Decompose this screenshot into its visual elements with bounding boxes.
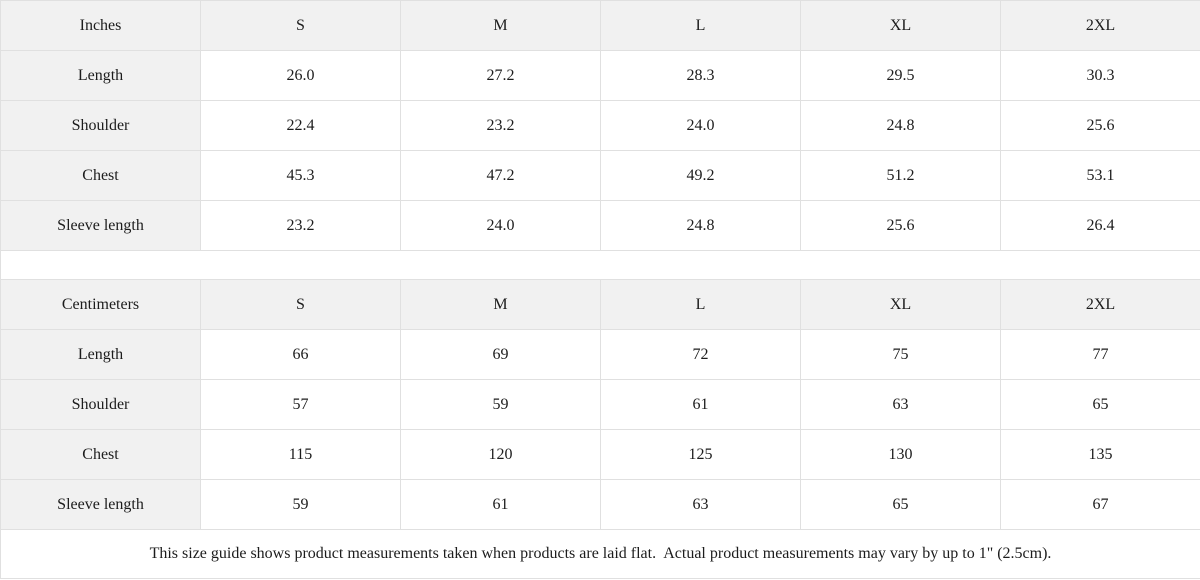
- table-row-cm-sleeve: Sleeve length 59 61 63 65 67: [0, 479, 1200, 530]
- value-cell: 53.1: [1000, 150, 1200, 201]
- value-cell: 63: [600, 479, 801, 530]
- row-label-cell: Chest: [0, 150, 201, 201]
- unit-header-centimeters: Centimeters: [0, 279, 201, 330]
- value-cell: 29.5: [800, 50, 1001, 101]
- value-cell: 23.2: [400, 100, 601, 151]
- value-cell: 22.4: [200, 100, 401, 151]
- size-header-s: S: [200, 0, 401, 51]
- table-row-inches-length: Length 26.0 27.2 28.3 29.5 30.3: [0, 50, 1200, 101]
- row-label-cell: Chest: [0, 429, 201, 480]
- table-row-cm-chest: Chest 115 120 125 130 135: [0, 429, 1200, 480]
- value-cell: 65: [800, 479, 1001, 530]
- inches-header-row: Inches S M L XL 2XL: [0, 0, 1200, 51]
- value-cell: 25.6: [800, 200, 1001, 251]
- value-cell: 23.2: [200, 200, 401, 251]
- centimeters-header-row: Centimeters S M L XL 2XL: [0, 279, 1200, 330]
- size-header-m: M: [400, 279, 601, 330]
- value-cell: 72: [600, 329, 801, 380]
- value-cell: 63: [800, 379, 1001, 430]
- size-header-2xl: 2XL: [1000, 0, 1200, 51]
- value-cell: 24.8: [800, 100, 1001, 151]
- row-label-cell: Shoulder: [0, 100, 201, 151]
- row-label-cell: Length: [0, 50, 201, 101]
- footer-note: This size guide shows product measuremen…: [0, 529, 1200, 579]
- value-cell: 120: [400, 429, 601, 480]
- spacer-row: [0, 250, 1200, 280]
- footer-row: This size guide shows product measuremen…: [0, 529, 1200, 579]
- unit-header-inches: Inches: [0, 0, 201, 51]
- row-label-cell: Length: [0, 329, 201, 380]
- row-label-cell: Shoulder: [0, 379, 201, 430]
- value-cell: 47.2: [400, 150, 601, 201]
- value-cell: 59: [400, 379, 601, 430]
- value-cell: 26.4: [1000, 200, 1200, 251]
- table-row-inches-sleeve: Sleeve length 23.2 24.0 24.8 25.6 26.4: [0, 200, 1200, 251]
- value-cell: 57: [200, 379, 401, 430]
- value-cell: 67: [1000, 479, 1200, 530]
- size-header-xl: XL: [800, 279, 1001, 330]
- value-cell: 115: [200, 429, 401, 480]
- value-cell: 59: [200, 479, 401, 530]
- value-cell: 66: [200, 329, 401, 380]
- value-cell: 61: [600, 379, 801, 430]
- value-cell: 45.3: [200, 150, 401, 201]
- value-cell: 65: [1000, 379, 1200, 430]
- value-cell: 24.0: [600, 100, 801, 151]
- value-cell: 27.2: [400, 50, 601, 101]
- value-cell: 49.2: [600, 150, 801, 201]
- value-cell: 125: [600, 429, 801, 480]
- value-cell: 25.6: [1000, 100, 1200, 151]
- size-header-2xl: 2XL: [1000, 279, 1200, 330]
- value-cell: 75: [800, 329, 1001, 380]
- value-cell: 69: [400, 329, 601, 380]
- value-cell: 51.2: [800, 150, 1001, 201]
- table-row-cm-length: Length 66 69 72 75 77: [0, 329, 1200, 380]
- value-cell: 30.3: [1000, 50, 1200, 101]
- value-cell: 135: [1000, 429, 1200, 480]
- spacer-cell: [0, 250, 1200, 280]
- table-row-cm-shoulder: Shoulder 57 59 61 63 65: [0, 379, 1200, 430]
- size-header-l: L: [600, 0, 801, 51]
- table-row-inches-shoulder: Shoulder 22.4 23.2 24.0 24.8 25.6: [0, 100, 1200, 151]
- value-cell: 77: [1000, 329, 1200, 380]
- size-header-m: M: [400, 0, 601, 51]
- value-cell: 28.3: [600, 50, 801, 101]
- value-cell: 24.0: [400, 200, 601, 251]
- value-cell: 24.8: [600, 200, 801, 251]
- value-cell: 130: [800, 429, 1001, 480]
- value-cell: 61: [400, 479, 601, 530]
- size-header-l: L: [600, 279, 801, 330]
- row-label-cell: Sleeve length: [0, 200, 201, 251]
- size-header-s: S: [200, 279, 401, 330]
- table-row-inches-chest: Chest 45.3 47.2 49.2 51.2 53.1: [0, 150, 1200, 201]
- row-label-cell: Sleeve length: [0, 479, 201, 530]
- value-cell: 26.0: [200, 50, 401, 101]
- size-header-xl: XL: [800, 0, 1001, 51]
